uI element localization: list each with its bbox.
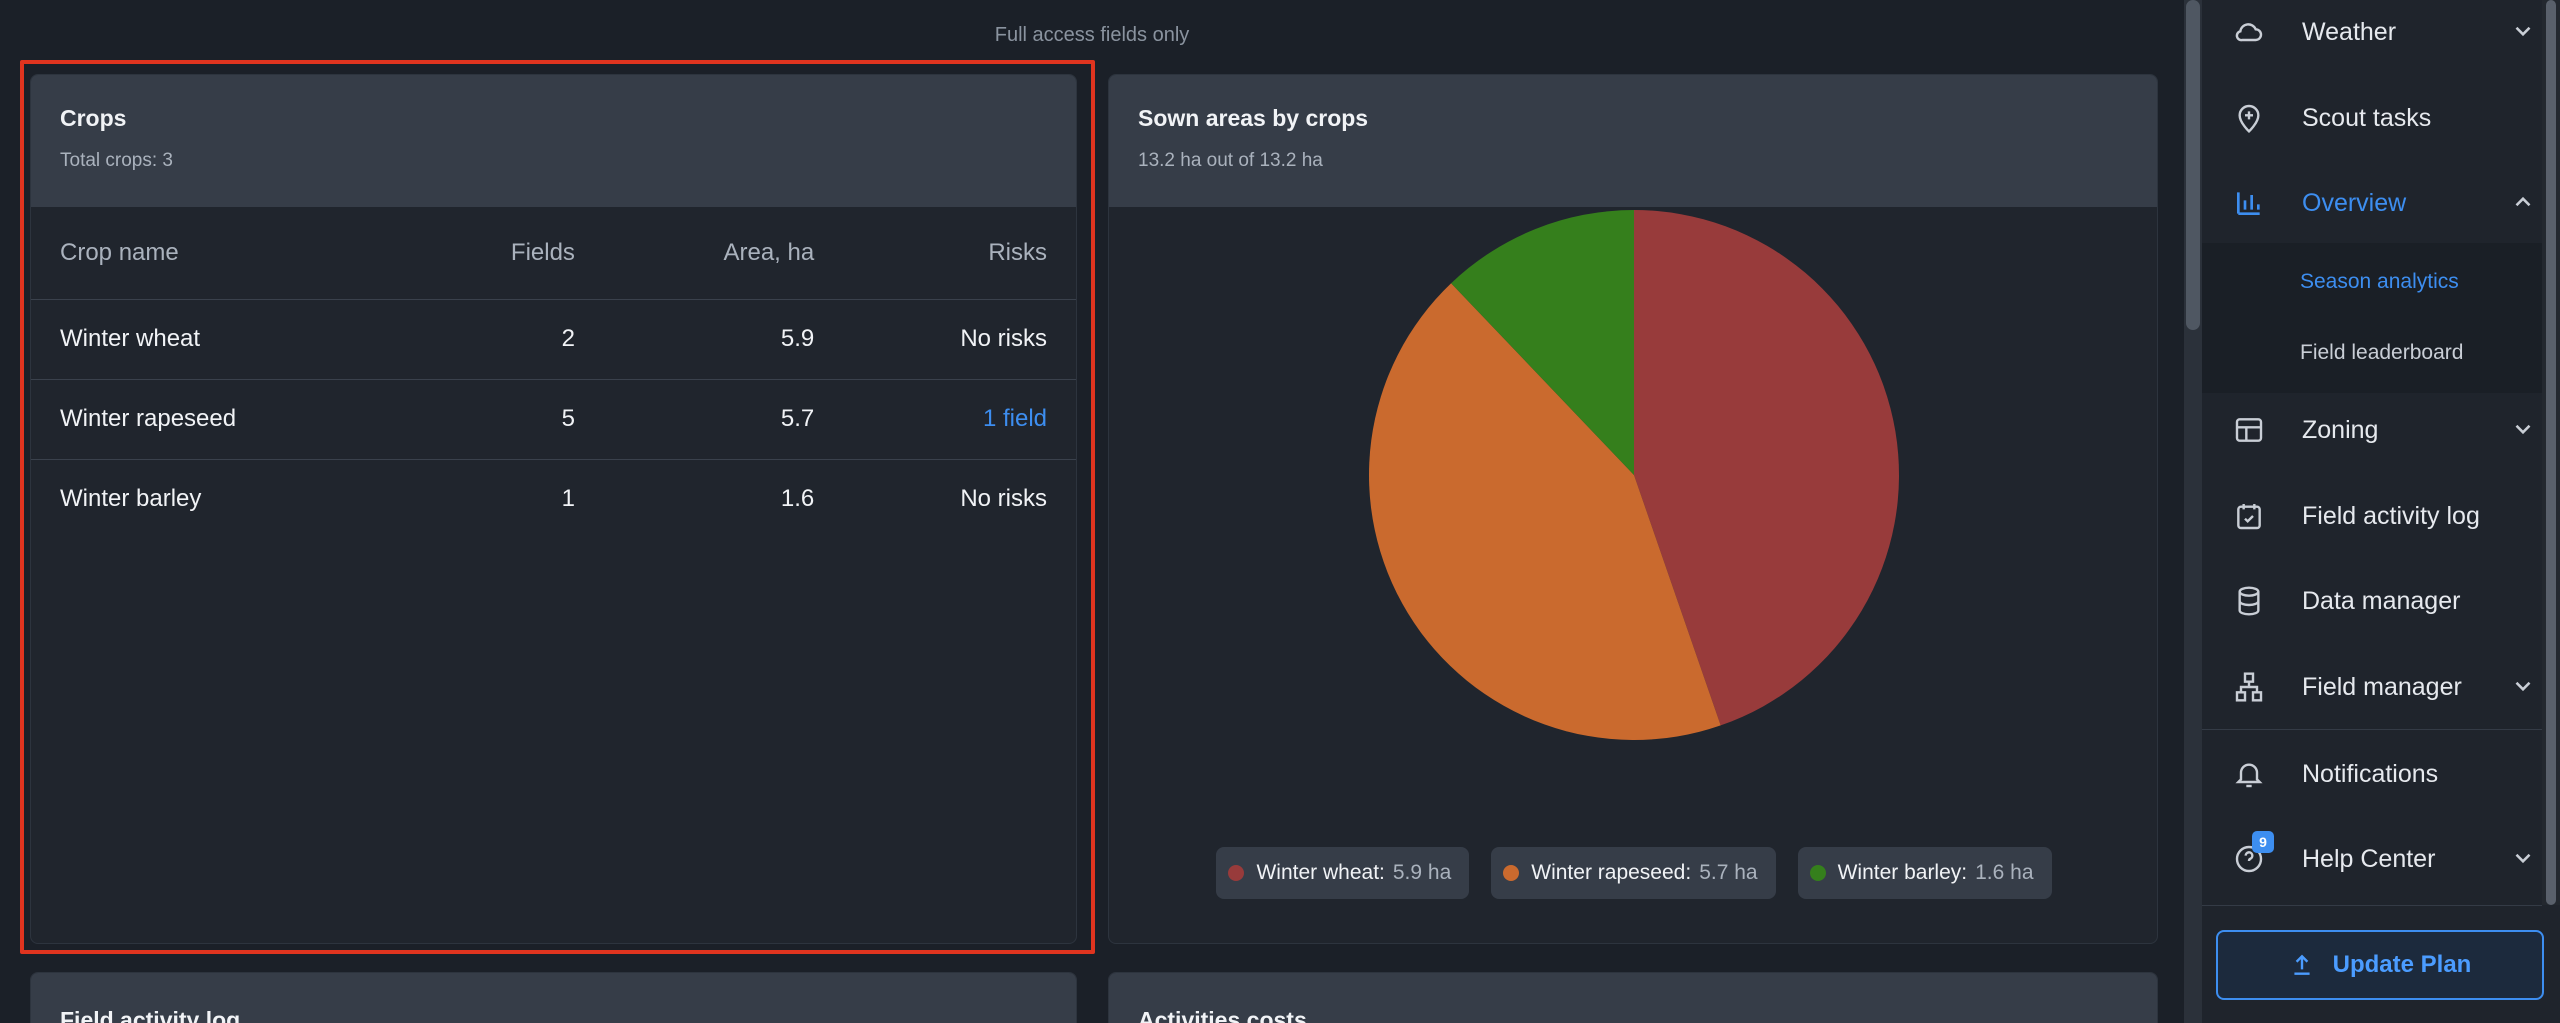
crop-risks: No risks	[843, 299, 1076, 380]
sidebar-label: Zoning	[2302, 415, 2379, 444]
col-risks[interactable]: Risks	[843, 207, 1076, 300]
sidebar-scroll-thumb[interactable]	[2546, 0, 2556, 905]
database-icon	[2232, 584, 2266, 618]
legend-item-wheat[interactable]: Winter wheat: 5.9 ha	[1216, 847, 1470, 899]
legend-value: 1.6 ha	[1975, 861, 2034, 884]
legend-dot-wheat	[1228, 865, 1245, 881]
legend-label: Winter barley:	[1837, 861, 1968, 884]
crops-card-header: Crops Total crops: 3	[31, 75, 1076, 207]
update-plan-button[interactable]: Update Plan	[2216, 930, 2544, 1000]
sidebar-item-zoning[interactable]: Zoning	[2202, 388, 2542, 472]
cloud-icon	[2232, 15, 2266, 49]
sown-areas-card: Sown areas by crops 13.2 ha out of 13.2 …	[1108, 74, 2158, 944]
sown-card-header: Sown areas by crops 13.2 ha out of 13.2 …	[1109, 75, 2157, 207]
log-card-title: Field activity log	[60, 1007, 241, 1023]
col-crop-name[interactable]: Crop name	[31, 207, 408, 300]
legend-item-barley[interactable]: Winter barley: 1.6 ha	[1797, 847, 2052, 899]
sidebar-label: Data manager	[2302, 586, 2461, 615]
help-circle-icon	[2232, 842, 2266, 876]
crop-area: 5.7	[603, 379, 844, 460]
sidebar-subitem-season-analytics[interactable]: Season analytics	[2300, 270, 2459, 293]
table-row[interactable]: Winter wheat 2 5.9 No risks	[31, 299, 1076, 380]
sidebar-label: Scout tasks	[2302, 103, 2432, 132]
sown-title: Sown areas by crops	[1138, 105, 1369, 131]
update-plan-label: Update Plan	[2332, 951, 2472, 978]
sidebar: Weather Scout tasks Overview Season anal…	[2202, 0, 2560, 1023]
sidebar-item-data-manager[interactable]: Data manager	[2202, 559, 2542, 643]
main-scroll-thumb[interactable]	[2186, 0, 2200, 330]
legend-value: 5.9 ha	[1392, 861, 1452, 884]
col-fields[interactable]: Fields	[407, 207, 604, 300]
crop-area: 5.9	[603, 299, 844, 380]
sidebar-label: Field activity log	[2302, 501, 2480, 530]
sidebar-label: Help Center	[2302, 844, 2436, 873]
sidebar-label: Overview	[2302, 188, 2407, 217]
pie-chart	[1368, 210, 1900, 741]
activities-costs-card: Activities costs	[1108, 972, 2158, 1023]
layout-icon	[2232, 413, 2266, 447]
pie-chart-area	[1109, 207, 2157, 767]
access-notice: Full access fields only	[994, 24, 1190, 46]
legend-dot-barley	[1809, 865, 1826, 881]
field-activity-log-card: Field activity log	[30, 972, 1077, 1023]
crops-total: Total crops: 3	[60, 150, 173, 171]
legend-label: Winter wheat:	[1256, 861, 1385, 884]
bell-icon	[2232, 757, 2266, 791]
crops-table: Crop name Fields Area, ha Risks Winter w…	[31, 207, 1076, 539]
pie-slice-winter-wheat[interactable]	[1634, 210, 1900, 726]
sidebar-label: Notifications	[2302, 759, 2439, 788]
crop-name: Winter rapeseed	[31, 379, 408, 460]
pie-slice-winter-barley[interactable]	[1451, 210, 1634, 475]
main-scrollbar[interactable]	[2184, 0, 2202, 1023]
table-row[interactable]: Winter barley 1 1.6 No risks	[31, 459, 1076, 539]
crop-fields: 1	[561, 485, 575, 513]
sidebar-divider	[2202, 729, 2542, 730]
sidebar-item-overview[interactable]: Overview	[2202, 161, 2542, 245]
sidebar-item-weather[interactable]: Weather	[2202, 0, 2542, 74]
costs-card-title: Activities costs	[1138, 1007, 1307, 1023]
sidebar-item-notifications[interactable]: Notifications	[2202, 732, 2542, 816]
crops-table-header: Crop name Fields Area, ha Risks	[31, 207, 1076, 300]
bar-chart-icon	[2232, 186, 2266, 220]
crops-title: Crops	[60, 105, 127, 131]
sidebar-label: Weather	[2302, 17, 2397, 46]
main-content: Full access fields only Crops Total crop…	[20, 24, 2158, 1023]
legend-item-rapeseed[interactable]: Winter rapeseed: 5.7 ha	[1491, 847, 1776, 899]
crop-area: 1.6	[780, 485, 815, 513]
legend-label: Winter rapeseed:	[1531, 861, 1692, 884]
sidebar-item-field-manager[interactable]: Field manager	[2202, 645, 2542, 729]
overview-submenu	[2202, 243, 2542, 393]
sidebar-item-field-activity-log[interactable]: Field activity log	[2202, 474, 2542, 558]
legend-dot-rapeseed	[1503, 865, 1520, 881]
chevron-down-icon[interactable]	[2510, 18, 2536, 44]
crops-card: Crops Total crops: 3 Crop name Fields Ar…	[30, 74, 1077, 944]
legend-value: 5.7 ha	[1699, 861, 1758, 884]
help-badge: 9	[2252, 831, 2274, 853]
upload-icon	[2294, 954, 2310, 975]
crop-risks: No risks	[960, 485, 1047, 513]
chevron-down-icon[interactable]	[2510, 845, 2536, 871]
chevron-down-icon[interactable]	[2510, 673, 2536, 699]
chevron-down-icon[interactable]	[2510, 416, 2536, 442]
sidebar-subitem-field-leaderboard[interactable]: Field leaderboard	[2300, 341, 2464, 364]
calendar-check-icon	[2232, 499, 2266, 533]
crop-name: Winter barley	[60, 485, 202, 513]
crop-fields: 5	[407, 379, 604, 460]
sidebar-scrollbar[interactable]	[2542, 0, 2560, 905]
sidebar-divider	[2202, 905, 2542, 906]
chart-legend: Winter wheat: 5.9 ha Winter rapeseed: 5.…	[1109, 847, 2157, 899]
risk-link[interactable]: 1 field	[982, 405, 1047, 432]
sidebar-item-scout-tasks[interactable]: Scout tasks	[2202, 76, 2542, 160]
sown-subtitle: 13.2 ha out of 13.2 ha	[1138, 150, 1323, 171]
crop-fields: 2	[407, 299, 604, 380]
crop-name: Winter wheat	[31, 299, 408, 380]
hierarchy-icon	[2232, 670, 2266, 704]
chevron-up-icon[interactable]	[2510, 189, 2536, 215]
table-row[interactable]: Winter rapeseed 5 5.7 1 field	[31, 379, 1076, 460]
sidebar-item-help-center[interactable]: 9 Help Center	[2202, 817, 2542, 901]
pie-slice-winter-rapeseed[interactable]	[1368, 283, 1721, 741]
sidebar-label: Field manager	[2302, 672, 2462, 701]
col-area[interactable]: Area, ha	[603, 207, 844, 300]
map-pin-plus-icon	[2232, 101, 2266, 135]
